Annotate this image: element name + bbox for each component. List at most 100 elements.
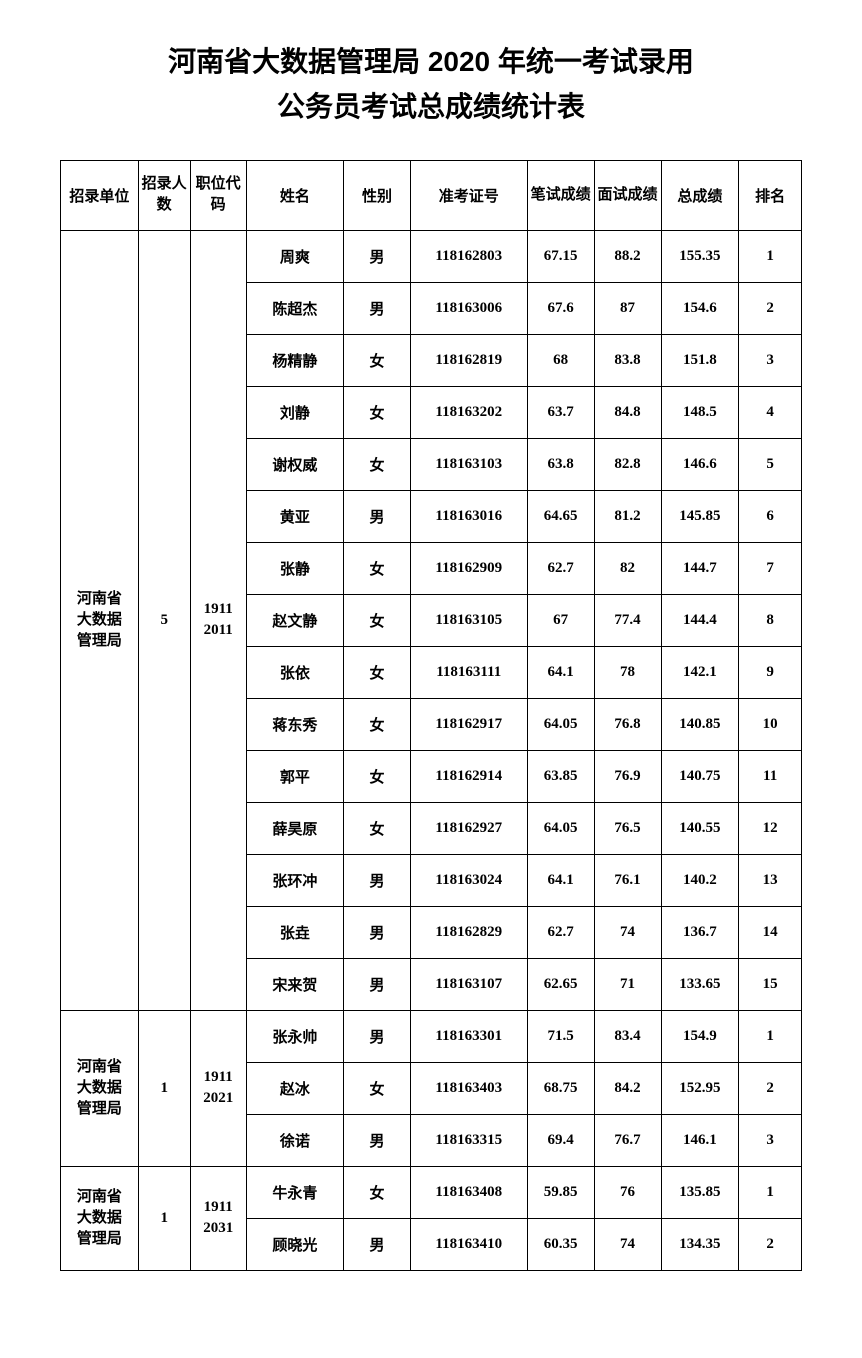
cell-unit: 河南省大数据管理局 xyxy=(61,230,139,1010)
header-code: 职位代码 xyxy=(190,160,246,230)
cell-unit: 河南省大数据管理局 xyxy=(61,1010,139,1166)
cell-written: 69.4 xyxy=(527,1114,594,1166)
cell-gender: 男 xyxy=(343,490,410,542)
cell-total: 144.4 xyxy=(661,594,739,646)
cell-rank: 3 xyxy=(739,1114,802,1166)
cell-name: 赵文静 xyxy=(246,594,343,646)
cell-gender: 男 xyxy=(343,1218,410,1270)
cell-total: 135.85 xyxy=(661,1166,739,1218)
cell-total: 152.95 xyxy=(661,1062,739,1114)
cell-written: 67.15 xyxy=(527,230,594,282)
cell-name: 张环冲 xyxy=(246,854,343,906)
cell-total: 146.6 xyxy=(661,438,739,490)
cell-total: 142.1 xyxy=(661,646,739,698)
cell-interview: 76.8 xyxy=(594,698,661,750)
cell-interview: 71 xyxy=(594,958,661,1010)
cell-written: 68 xyxy=(527,334,594,386)
cell-name: 张永帅 xyxy=(246,1010,343,1062)
cell-name: 张静 xyxy=(246,542,343,594)
cell-name: 周爽 xyxy=(246,230,343,282)
cell-exam_no: 118163016 xyxy=(410,490,527,542)
cell-written: 71.5 xyxy=(527,1010,594,1062)
cell-exam_no: 118163403 xyxy=(410,1062,527,1114)
title-line-2: 公务员考试总成绩统计表 xyxy=(60,85,802,130)
cell-gender: 男 xyxy=(343,906,410,958)
cell-name: 谢权威 xyxy=(246,438,343,490)
document-title: 河南省大数据管理局 2020 年统一考试录用 公务员考试总成绩统计表 xyxy=(60,40,802,130)
header-written: 笔试成绩 xyxy=(527,160,594,230)
cell-written: 64.1 xyxy=(527,646,594,698)
cell-gender: 女 xyxy=(343,646,410,698)
cell-gender: 女 xyxy=(343,594,410,646)
table-row: 河南省大数据管理局119112031牛永青女11816340859.857613… xyxy=(61,1166,802,1218)
cell-exam_no: 118163202 xyxy=(410,386,527,438)
cell-name: 宋来贺 xyxy=(246,958,343,1010)
cell-total: 155.35 xyxy=(661,230,739,282)
header-count: 招录人数 xyxy=(138,160,190,230)
cell-rank: 12 xyxy=(739,802,802,854)
cell-gender: 女 xyxy=(343,1062,410,1114)
cell-total: 134.35 xyxy=(661,1218,739,1270)
cell-rank: 2 xyxy=(739,1062,802,1114)
cell-rank: 1 xyxy=(739,1166,802,1218)
cell-written: 63.85 xyxy=(527,750,594,802)
cell-code: 19112021 xyxy=(190,1010,246,1166)
cell-exam_no: 118163301 xyxy=(410,1010,527,1062)
table-row: 河南省大数据管理局119112021张永帅男11816330171.583.41… xyxy=(61,1010,802,1062)
cell-rank: 5 xyxy=(739,438,802,490)
cell-rank: 14 xyxy=(739,906,802,958)
cell-rank: 2 xyxy=(739,282,802,334)
cell-code: 19112031 xyxy=(190,1166,246,1270)
cell-exam_no: 118162909 xyxy=(410,542,527,594)
header-rank: 排名 xyxy=(739,160,802,230)
cell-written: 63.8 xyxy=(527,438,594,490)
cell-exam_no: 118163315 xyxy=(410,1114,527,1166)
cell-exam_no: 118162829 xyxy=(410,906,527,958)
cell-exam_no: 118163410 xyxy=(410,1218,527,1270)
cell-count: 1 xyxy=(138,1010,190,1166)
cell-gender: 女 xyxy=(343,542,410,594)
cell-rank: 10 xyxy=(739,698,802,750)
cell-gender: 男 xyxy=(343,230,410,282)
cell-name: 刘静 xyxy=(246,386,343,438)
cell-written: 63.7 xyxy=(527,386,594,438)
cell-interview: 82 xyxy=(594,542,661,594)
cell-gender: 女 xyxy=(343,1166,410,1218)
cell-rank: 3 xyxy=(739,334,802,386)
cell-gender: 女 xyxy=(343,438,410,490)
cell-name: 陈超杰 xyxy=(246,282,343,334)
cell-name: 郭平 xyxy=(246,750,343,802)
table-row: 河南省大数据管理局519112011周爽男11816280367.1588.21… xyxy=(61,230,802,282)
cell-rank: 8 xyxy=(739,594,802,646)
cell-interview: 83.8 xyxy=(594,334,661,386)
cell-rank: 9 xyxy=(739,646,802,698)
cell-gender: 男 xyxy=(343,282,410,334)
cell-interview: 82.8 xyxy=(594,438,661,490)
cell-name: 张依 xyxy=(246,646,343,698)
cell-total: 145.85 xyxy=(661,490,739,542)
cell-gender: 女 xyxy=(343,386,410,438)
cell-gender: 男 xyxy=(343,958,410,1010)
cell-rank: 1 xyxy=(739,230,802,282)
cell-gender: 女 xyxy=(343,750,410,802)
cell-name: 黄亚 xyxy=(246,490,343,542)
cell-exam_no: 118162914 xyxy=(410,750,527,802)
cell-written: 62.7 xyxy=(527,906,594,958)
cell-written: 60.35 xyxy=(527,1218,594,1270)
cell-name: 赵冰 xyxy=(246,1062,343,1114)
cell-rank: 2 xyxy=(739,1218,802,1270)
cell-name: 徐诺 xyxy=(246,1114,343,1166)
cell-name: 蒋东秀 xyxy=(246,698,343,750)
cell-rank: 15 xyxy=(739,958,802,1010)
cell-total: 148.5 xyxy=(661,386,739,438)
cell-exam_no: 118162819 xyxy=(410,334,527,386)
cell-interview: 87 xyxy=(594,282,661,334)
cell-interview: 78 xyxy=(594,646,661,698)
cell-exam_no: 118163024 xyxy=(410,854,527,906)
cell-total: 140.75 xyxy=(661,750,739,802)
cell-gender: 男 xyxy=(343,1010,410,1062)
header-unit: 招录单位 xyxy=(61,160,139,230)
cell-interview: 76 xyxy=(594,1166,661,1218)
header-exam-no: 准考证号 xyxy=(410,160,527,230)
score-table: 招录单位 招录人数 职位代码 姓名 性别 准考证号 笔试成绩 面试成绩 总成绩 … xyxy=(60,160,802,1271)
